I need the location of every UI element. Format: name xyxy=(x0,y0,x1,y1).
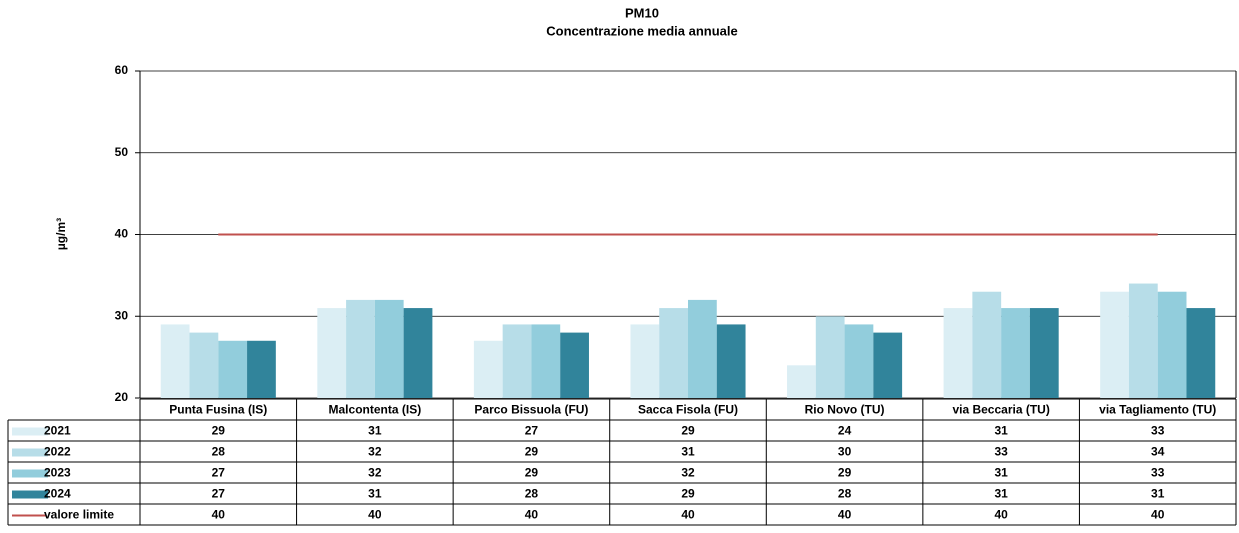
legend-label: 2022 xyxy=(44,445,71,459)
table-value: 29 xyxy=(681,487,695,501)
table-value: 29 xyxy=(525,445,539,459)
x-tick-label: via Beccaria (TU) xyxy=(952,403,1049,417)
bar xyxy=(716,324,746,398)
table-value: 31 xyxy=(368,424,382,438)
bar xyxy=(189,332,219,398)
bar xyxy=(943,308,973,398)
table-value: 40 xyxy=(525,508,539,522)
table-value: 40 xyxy=(212,508,226,522)
legend-label: valore limite xyxy=(44,508,114,522)
bar xyxy=(160,324,190,398)
bar xyxy=(317,308,347,398)
x-tick-label: Punta Fusina (IS) xyxy=(169,403,267,417)
table-value: 27 xyxy=(212,466,226,480)
table-value: 33 xyxy=(1151,466,1165,480)
table-value: 31 xyxy=(681,445,695,459)
table-value: 31 xyxy=(1151,487,1165,501)
bar xyxy=(1001,308,1030,398)
bar xyxy=(403,308,433,398)
table-value: 29 xyxy=(212,424,226,438)
x-tick-label: Sacca Fisola (FU) xyxy=(638,403,738,417)
y-tick-label: 50 xyxy=(115,145,129,159)
bar xyxy=(873,332,903,398)
bar xyxy=(560,332,589,398)
table-value: 32 xyxy=(368,445,382,459)
bar xyxy=(815,316,845,398)
table-value: 40 xyxy=(838,508,852,522)
table-value: 40 xyxy=(681,508,695,522)
table-value: 32 xyxy=(368,466,382,480)
y-tick-label: 20 xyxy=(115,390,129,404)
chart-subtitle: Concentrazione media annuale xyxy=(546,23,737,38)
table-value: 31 xyxy=(994,487,1008,501)
table-value: 32 xyxy=(681,466,695,480)
legend-label: 2021 xyxy=(44,424,71,438)
y-tick-label: 30 xyxy=(115,308,129,322)
bar xyxy=(630,324,660,398)
bar xyxy=(346,299,375,398)
y-axis-label: µg/m³ xyxy=(54,218,68,250)
table-value: 40 xyxy=(368,508,382,522)
table-value: 29 xyxy=(838,466,852,480)
table-value: 27 xyxy=(212,487,226,501)
table-value: 34 xyxy=(1151,445,1165,459)
bar xyxy=(787,365,816,398)
bar xyxy=(374,299,404,398)
bar xyxy=(1029,308,1059,398)
bar xyxy=(1100,291,1129,398)
bar xyxy=(473,340,503,398)
legend-key xyxy=(12,448,48,457)
legend-key xyxy=(12,469,48,478)
table-value: 24 xyxy=(838,424,852,438)
chart-title: PM10 xyxy=(625,5,659,20)
legend-label: 2023 xyxy=(44,466,71,480)
table-value: 29 xyxy=(681,424,695,438)
table-value: 28 xyxy=(212,445,226,459)
bar xyxy=(1157,291,1187,398)
table-value: 33 xyxy=(1151,424,1165,438)
bar xyxy=(972,291,1002,398)
legend-key xyxy=(12,427,48,436)
table-value: 29 xyxy=(525,466,539,480)
table-value: 28 xyxy=(525,487,539,501)
bar xyxy=(688,299,717,398)
table-value: 30 xyxy=(838,445,852,459)
x-tick-label: via Tagliamento (TU) xyxy=(1099,403,1216,417)
bar xyxy=(218,340,248,398)
legend-key xyxy=(12,490,48,499)
y-tick-label: 60 xyxy=(115,63,129,77)
legend-label: 2024 xyxy=(44,487,71,501)
bar xyxy=(1186,308,1216,398)
bar xyxy=(844,324,874,398)
y-tick-label: 40 xyxy=(115,227,129,241)
table-value: 40 xyxy=(1151,508,1165,522)
x-tick-label: Malcontenta (IS) xyxy=(329,403,422,417)
bar xyxy=(1128,283,1158,398)
table-value: 31 xyxy=(368,487,382,501)
table-value: 31 xyxy=(994,424,1008,438)
bar xyxy=(531,324,561,398)
table-value: 33 xyxy=(994,445,1008,459)
x-tick-label: Rio Novo (TU) xyxy=(805,403,885,417)
table-value: 31 xyxy=(994,466,1008,480)
x-tick-label: Parco Bissuola (FU) xyxy=(474,403,588,417)
bar xyxy=(247,340,276,398)
table-value: 28 xyxy=(838,487,852,501)
table-value: 27 xyxy=(525,424,539,438)
bar xyxy=(502,324,532,398)
bar xyxy=(659,308,688,398)
table-value: 40 xyxy=(994,508,1008,522)
